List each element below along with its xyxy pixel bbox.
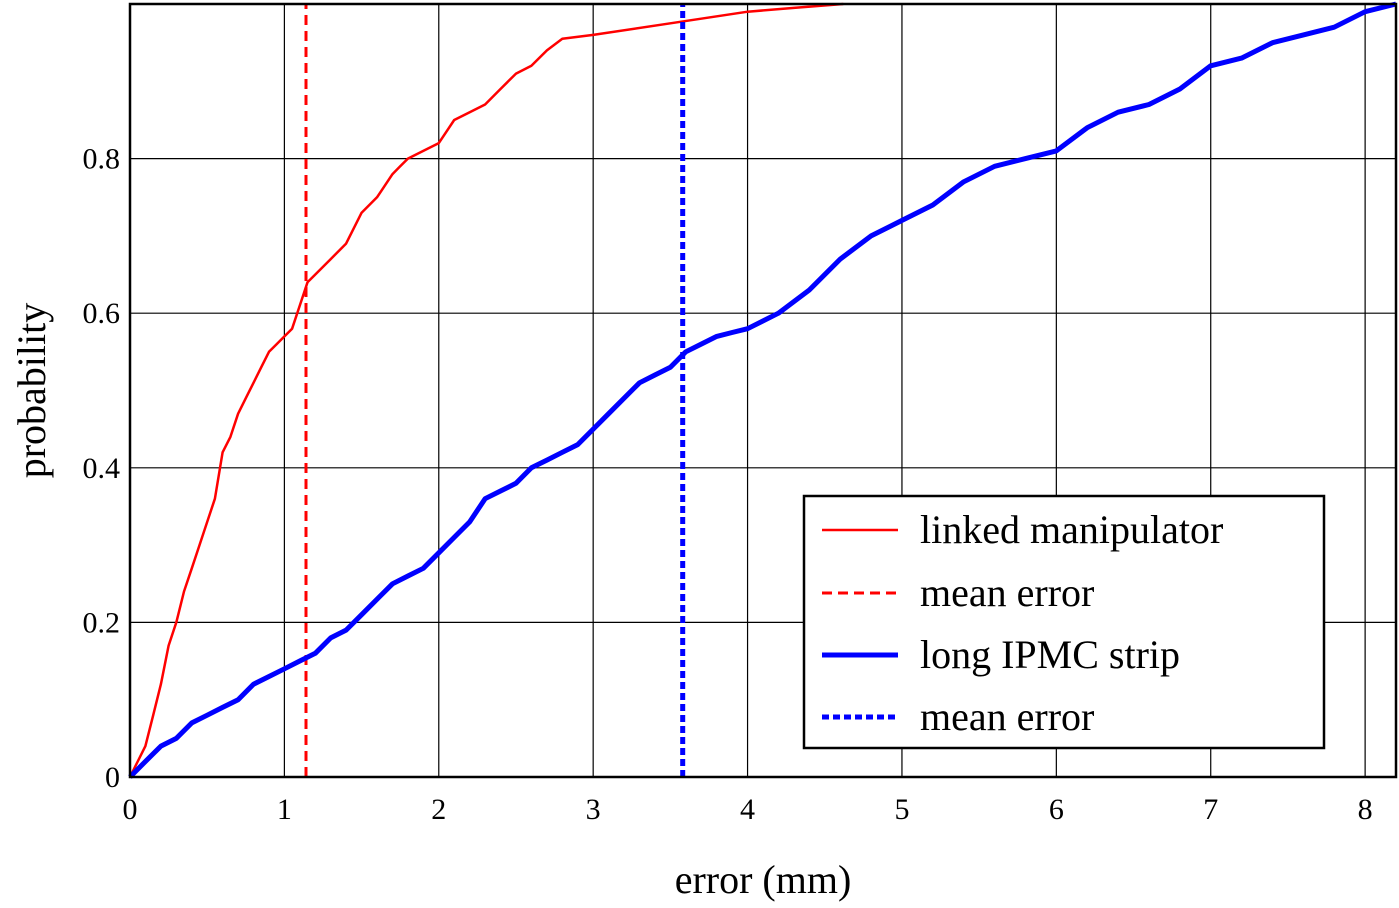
legend-label-mean-error-red: mean error — [920, 570, 1094, 615]
y-tick-label: 0.6 — [83, 297, 121, 330]
x-tick-label: 0 — [123, 793, 138, 826]
y-tick-label: 0.4 — [83, 452, 121, 485]
x-tick-labels: 0 1 2 3 4 5 6 7 8 — [123, 793, 1373, 826]
legend-label-mean-error-blue: mean error — [920, 694, 1094, 739]
legend: linked manipulator mean error long IPMC … — [802, 494, 1326, 750]
x-tick-label: 2 — [431, 793, 446, 826]
x-tick-label: 8 — [1358, 793, 1373, 826]
legend-label-long-ipmc-strip: long IPMC strip — [920, 632, 1180, 677]
x-tick-label: 4 — [740, 793, 755, 826]
x-tick-label: 3 — [586, 793, 601, 826]
x-tick-label: 1 — [277, 793, 292, 826]
y-tick-label: 0 — [105, 761, 120, 794]
series-line-0 — [128, 2, 844, 778]
y-tick-labels: 0 0.2 0.4 0.6 0.8 — [83, 143, 121, 794]
x-tick-label: 6 — [1049, 793, 1064, 826]
plot-frame — [128, 2, 1398, 779]
x-tick-label: 7 — [1203, 793, 1218, 826]
y-tick-label: 0.2 — [83, 606, 121, 639]
x-axis-title: error (mm) — [675, 857, 852, 902]
series-line-2 — [128, 1, 1397, 779]
plot-lines — [128, 1, 1397, 779]
legend-label-linked-manipulator: linked manipulator — [920, 507, 1223, 552]
y-tick-label: 0.8 — [83, 143, 121, 176]
legend-box — [802, 494, 1326, 750]
x-tick-label: 5 — [894, 793, 909, 826]
y-axis-title: probability — [9, 303, 54, 479]
